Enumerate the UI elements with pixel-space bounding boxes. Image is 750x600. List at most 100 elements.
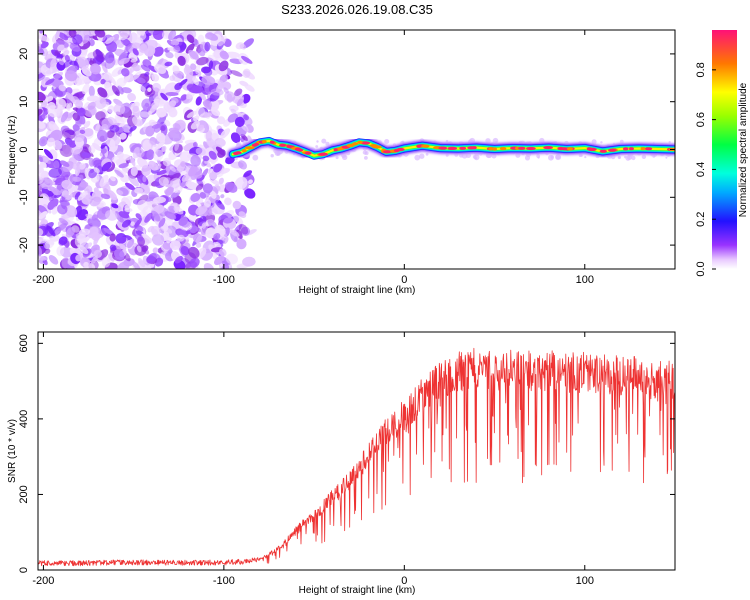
noise-blob xyxy=(40,101,48,109)
noise-blob xyxy=(117,261,130,269)
noise-blob xyxy=(53,140,63,150)
halo-dot xyxy=(584,156,587,159)
halo-dot xyxy=(537,156,540,159)
halo-dot xyxy=(384,139,390,144)
noise-blob xyxy=(100,148,107,154)
ridge-hotspot xyxy=(644,147,653,151)
noise-blob xyxy=(94,30,106,38)
noise-blob xyxy=(48,255,59,265)
noise-blob xyxy=(38,255,46,261)
noise-blob xyxy=(83,120,91,129)
noise-blob xyxy=(152,247,159,254)
colorbar-label: Normalized spectral amplitude xyxy=(738,82,749,217)
noise-blob xyxy=(203,100,213,109)
noise-blob xyxy=(225,181,238,193)
noise-blob xyxy=(135,213,142,220)
halo-dot xyxy=(321,138,327,144)
halo-dot xyxy=(624,155,627,159)
noise-blob xyxy=(43,203,52,214)
noise-blob xyxy=(201,75,216,86)
ridge-hotspot xyxy=(566,147,574,151)
noise-blob xyxy=(60,160,70,167)
colorbar-tick-label: 0.2 xyxy=(695,212,707,227)
noise-blob xyxy=(88,157,95,167)
noise-blob xyxy=(178,217,188,226)
halo-dot xyxy=(362,150,368,155)
ridge-hotspot xyxy=(304,151,312,155)
ridge-hotspot xyxy=(241,149,247,153)
noise-blob xyxy=(92,159,105,168)
colorbar: 0.0 0.2 0.4 0.6 0.8 Normalized spectral ampl… xyxy=(695,30,749,277)
noise-blob xyxy=(208,60,214,70)
noise-blob xyxy=(220,194,225,199)
noise-blob xyxy=(221,237,226,242)
noise-blob xyxy=(38,72,46,82)
snr-x-axis-label: Height of straight line (km) xyxy=(299,585,416,596)
noise-blob xyxy=(44,248,51,254)
noise-blob xyxy=(171,97,179,104)
noise-blob xyxy=(91,214,99,221)
ridge-hotspot xyxy=(421,144,430,148)
ridge-hotspot xyxy=(269,140,275,144)
noise-blob xyxy=(116,190,124,195)
ridge-hotspot xyxy=(447,146,458,150)
noise-blob xyxy=(58,236,68,246)
noise-blob xyxy=(105,36,115,44)
noise-blob xyxy=(224,197,232,206)
spectrogram-x-ticks: -200 -100 0 100 xyxy=(32,30,594,286)
noise-blob xyxy=(111,67,123,77)
noise-blob xyxy=(92,142,102,151)
noise-blob xyxy=(104,57,116,69)
noise-blob xyxy=(238,211,247,218)
noise-blob xyxy=(69,43,81,52)
noise-blob xyxy=(38,136,49,147)
noise-blob xyxy=(195,242,202,248)
noise-blob xyxy=(38,211,48,220)
noise-blob xyxy=(208,150,217,160)
noise-blob xyxy=(149,102,159,114)
noise-blob xyxy=(108,75,117,86)
noise-blob xyxy=(130,58,138,63)
halo-dot xyxy=(252,154,259,161)
noise-blob xyxy=(43,149,54,159)
snr-y-tick-label: 600 xyxy=(18,334,30,352)
spectrogram-x-tick-label: 100 xyxy=(576,274,594,286)
colorbar-gradient xyxy=(712,30,737,269)
noise-blob xyxy=(180,245,190,256)
noise-blob xyxy=(241,55,253,64)
noise-blob xyxy=(38,116,44,122)
noise-blob xyxy=(207,219,218,229)
ridge-hotspot xyxy=(383,150,392,154)
noise-blob xyxy=(141,98,152,110)
noise-blob xyxy=(77,190,88,201)
noise-blob xyxy=(38,228,44,236)
noise-blob xyxy=(65,92,76,103)
noise-blob xyxy=(114,249,125,260)
noise-blob xyxy=(164,211,177,220)
noise-blob xyxy=(61,179,73,190)
noise-blob xyxy=(185,43,195,54)
noise-blob xyxy=(164,61,173,67)
noise-blob xyxy=(162,241,173,250)
noise-blob xyxy=(50,58,57,68)
noise-blob xyxy=(220,212,234,224)
noise-blob xyxy=(236,238,247,250)
noise-blob xyxy=(232,200,242,210)
noise-blob xyxy=(141,165,151,177)
noise-blob xyxy=(81,152,91,159)
noise-blob xyxy=(234,176,248,190)
ridge-hotspot xyxy=(261,140,267,144)
noise-blob xyxy=(213,163,223,173)
noise-blob xyxy=(64,205,78,218)
noise-blob xyxy=(139,184,151,195)
spectrogram-x-axis-label: Height of straight line (km) xyxy=(299,285,416,296)
noise-blob xyxy=(38,35,50,42)
noise-blob xyxy=(129,125,137,132)
noise-blob xyxy=(64,70,78,82)
snr-plot-area xyxy=(38,347,675,567)
spectrogram-y-tick-label: 20 xyxy=(18,48,30,60)
ridge-hotspot xyxy=(396,147,405,152)
noise-blob xyxy=(133,230,144,242)
noise-blob xyxy=(238,160,247,170)
